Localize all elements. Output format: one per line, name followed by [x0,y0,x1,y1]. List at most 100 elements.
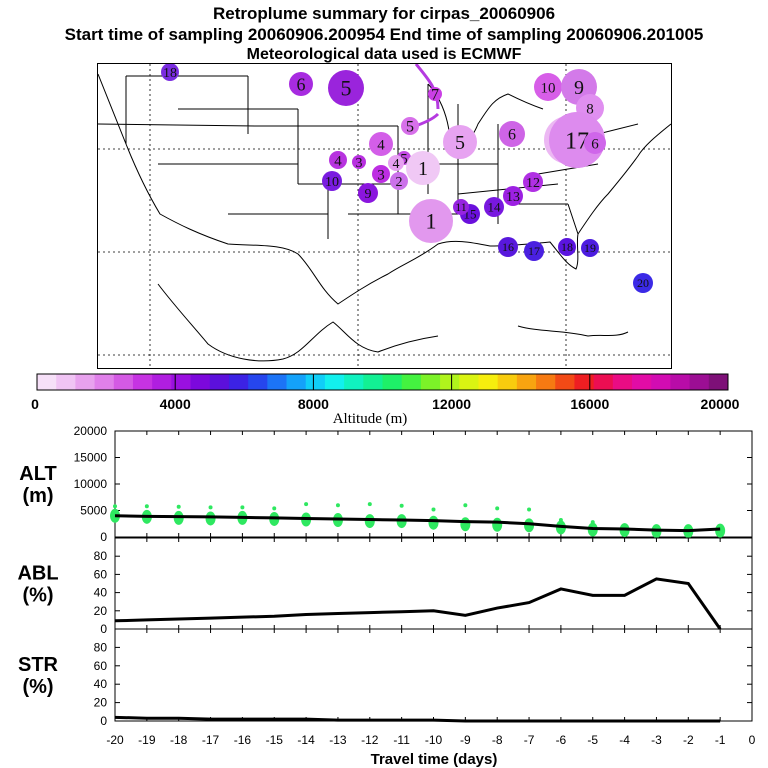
plume-day-label: 4 [334,153,342,169]
colorbar-swatch [632,374,652,390]
x-tick-label: 0 [749,733,756,747]
alt-point-high [113,504,117,509]
plume-marker: 4 [388,155,404,172]
plume-marker: 11 [453,199,469,215]
plume-day-label: 10 [325,175,339,190]
alt-point-high [208,505,213,510]
plume-circle [534,73,562,101]
plume-marker: 16 [498,237,518,257]
plume-circle [369,132,393,156]
colorbar-label: Altitude (m) [333,411,408,427]
y-axis-label: (%) [22,585,53,607]
altitude-colorbar [37,374,729,390]
panel-frame [114,628,753,722]
plume-circle [581,239,599,257]
y-axis-label: ALT [19,463,56,485]
plume-circle [329,151,347,169]
colorbar-swatch [574,374,595,390]
alt-point-high [495,506,500,511]
colorbar-swatch [56,374,76,390]
colorbar-swatch [497,374,518,390]
y-tick-label: 60 [94,659,108,673]
plume-circle [161,64,179,81]
plume-day-label: 10 [541,80,556,96]
colorbar-swatch [459,374,479,390]
y-tick-label: 40 [94,586,108,600]
y-tick-label: 5000 [80,504,107,518]
plume-circle [524,241,544,261]
colorbar-swatch [555,374,575,390]
plume-circle [499,121,525,147]
plume-day-label: 18 [561,240,573,254]
x-tick-label: -9 [460,733,471,747]
colorbar-swatch [228,374,249,390]
y-tick-label: 20 [94,696,108,710]
plume-marker: 12 [523,172,543,192]
alt-point-high [144,504,149,509]
plume-circle [584,132,606,154]
plume-day-label: 1 [418,158,428,180]
plume-marker: 1 [406,151,440,185]
abl-line [114,577,722,630]
plume-marker: 4 [329,151,347,169]
plume-marker: 9 [358,183,378,203]
plume-marker: 6 [584,132,606,154]
plume-day-label: 13 [506,190,520,205]
plume-marker: 17 [549,112,605,168]
plume-circle [401,117,419,135]
y-axis-label: (%) [22,676,53,698]
plume-marker: 20 [633,273,653,293]
plume-circle [453,199,469,215]
plume-day-label: 5 [455,132,465,154]
plume-marker: 18 [161,64,179,81]
colorbar-swatch [190,374,211,390]
plume-day-label: 1 [426,209,437,234]
plume-circle [289,72,313,96]
plume-marker: 3 [352,155,366,171]
y-tick-label: 60 [94,567,108,581]
plume-day-label: 7 [431,87,439,104]
plume-day-label: 12 [526,176,540,191]
plume-circle [406,151,440,185]
y-tick-label: 0 [100,530,107,544]
x-tick-label: -20 [106,733,124,747]
alt-point [715,523,726,538]
plume-circle [549,112,605,168]
colorbar-swatch [382,374,403,390]
plume-day-label: 17 [528,244,540,258]
x-tick-label: -18 [170,733,188,747]
colorbar-tick-label: 4000 [160,396,191,412]
plume-day-label: 9 [365,187,372,202]
plume-day-label: 16 [502,240,514,254]
plume-circle [328,70,364,106]
colorbar-swatch [651,374,671,390]
alt-point [524,518,535,533]
colorbar-frame [36,373,729,391]
colorbar-swatch [708,374,729,390]
plume-day-label: 4 [393,157,400,172]
x-tick-label: -2 [683,733,694,747]
plume-circle [633,273,653,293]
plume-marker: 1 [409,199,453,243]
plume-day-label: 6 [591,136,599,152]
x-tick-label: -16 [234,733,252,747]
x-tick-label: -5 [587,733,598,747]
plume-marker: 13 [503,186,523,206]
plume-circle [498,237,518,257]
plume-marker: 7 [428,87,442,104]
alt-point-high [463,503,468,508]
plume-circle [358,183,378,203]
alt-point-high [399,503,404,508]
colorbar-swatch [420,374,441,390]
alt-point [492,517,503,532]
x-tick-label: -10 [425,733,443,747]
plume-marker: 6 [289,72,313,96]
x-tick-label: -17 [202,733,220,747]
plume-circle [390,172,408,190]
plume-circle [523,172,543,192]
alt-point-high [335,503,340,508]
y-tick-label: 80 [94,549,108,563]
y-tick-label: 80 [94,640,108,654]
plume-marker: 3 [372,165,390,183]
